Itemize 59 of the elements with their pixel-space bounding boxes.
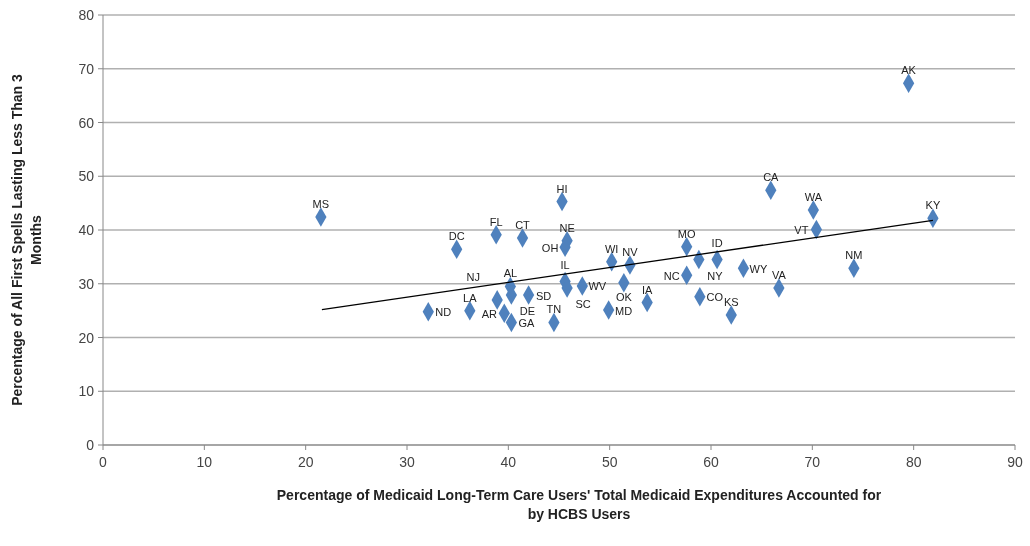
data-label: MO xyxy=(677,227,696,240)
data-label: WA xyxy=(804,191,823,204)
x-tick-label: 50 xyxy=(601,454,618,470)
data-label: KS xyxy=(723,295,739,308)
y-axis-title: Percentage of All First Spells Lasting Less Than 3 Months xyxy=(9,73,44,406)
x-tick-label: 90 xyxy=(1007,454,1023,470)
data-label: NJ xyxy=(466,270,480,283)
data-label: MS xyxy=(312,198,330,211)
y-tick-label: 50 xyxy=(78,168,95,185)
data-label: FL xyxy=(489,215,503,228)
data-label: WI xyxy=(604,242,619,255)
data-label: LA xyxy=(463,291,478,304)
data-label: IL xyxy=(560,258,570,271)
data-label: SD xyxy=(535,289,552,302)
data-label: WY xyxy=(749,262,768,275)
data-label: NV xyxy=(622,245,639,258)
data-label: AK xyxy=(901,64,917,77)
data-label: IA xyxy=(641,283,654,296)
data-label: ND xyxy=(435,306,452,319)
data-label: AL xyxy=(503,267,518,280)
y-tick-label: 80 xyxy=(78,7,95,23)
data-label: MD xyxy=(615,304,633,317)
y-tick-label: 30 xyxy=(78,275,95,292)
data-label: CA xyxy=(763,171,780,184)
data-label: CT xyxy=(515,219,531,232)
x-tick-label: 0 xyxy=(99,454,108,470)
data-label: ID xyxy=(711,236,723,249)
data-label: GA xyxy=(518,316,535,329)
x-tick-label: 40 xyxy=(500,454,517,470)
data-label: HI xyxy=(556,182,568,195)
data-label: DE xyxy=(519,305,536,318)
x-tick-label: 10 xyxy=(196,454,213,470)
x-tick-label: 70 xyxy=(804,454,821,470)
x-tick-label: 60 xyxy=(703,454,719,470)
x-axis-title: Percentage of Medicaid Long-Term Care Users' Total Medicaid Expenditures Accounted for by HCBS Users xyxy=(276,487,882,522)
y-tick-label: 20 xyxy=(78,329,95,346)
data-label: OK xyxy=(615,290,633,303)
data-label: AR xyxy=(481,307,497,320)
x-tick-label: 20 xyxy=(297,454,314,470)
data-label: NE xyxy=(559,221,575,234)
y-tick-label: 40 xyxy=(78,222,95,238)
data-label: SC xyxy=(575,298,591,311)
data-label: TN xyxy=(546,303,562,316)
y-tick-label: 0 xyxy=(86,437,95,453)
data-label: NM xyxy=(845,249,863,262)
data-label: VT xyxy=(794,223,809,236)
data-label: OH xyxy=(541,241,559,254)
data-label: WV xyxy=(588,280,607,293)
data-label: NC xyxy=(663,269,680,282)
data-label: DC xyxy=(448,230,465,243)
data-label: KY xyxy=(925,199,941,212)
data-label: NY xyxy=(707,269,724,282)
x-tick-label: 80 xyxy=(905,454,922,470)
y-tick-label: 60 xyxy=(78,114,95,131)
x-tick-label: 30 xyxy=(399,454,415,470)
data-label: VA xyxy=(771,269,787,282)
data-label: CO xyxy=(706,291,724,304)
y-tick-label: 70 xyxy=(78,60,95,77)
y-tick-label: 10 xyxy=(78,383,95,400)
